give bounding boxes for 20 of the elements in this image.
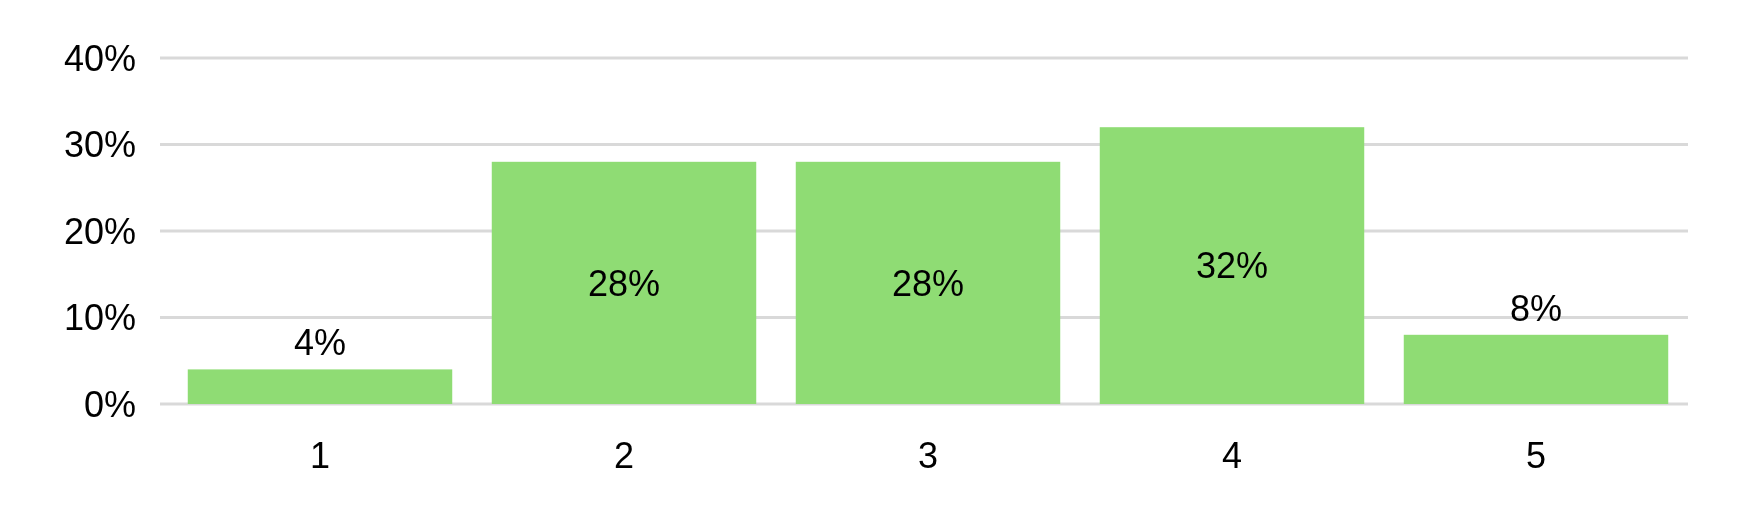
- bar: [795, 161, 1061, 404]
- data-label: 28%: [587, 262, 661, 304]
- bar: [491, 161, 757, 404]
- y-tick-label: 0%: [83, 383, 136, 425]
- bar: [1403, 334, 1669, 404]
- x-tick-label: 3: [917, 435, 939, 476]
- data-label: 8%: [1509, 287, 1563, 329]
- bar: [187, 369, 453, 404]
- data-label: 4%: [293, 322, 347, 364]
- y-tick-label: 10%: [63, 297, 136, 339]
- x-tick-label: 4: [1221, 435, 1243, 476]
- y-tick-label: 40%: [63, 37, 136, 79]
- data-label: 32%: [1195, 245, 1269, 287]
- x-tick-label: 2: [613, 435, 635, 476]
- y-tick-label: 20%: [63, 210, 136, 252]
- x-tick-label: 5: [1525, 435, 1547, 476]
- x-tick-label: 1: [309, 435, 331, 476]
- y-tick-label: 30%: [63, 124, 136, 166]
- bar: [1099, 127, 1365, 404]
- data-label: 28%: [891, 262, 965, 304]
